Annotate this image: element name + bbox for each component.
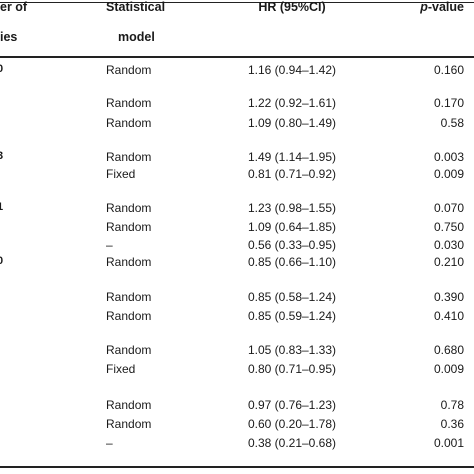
header-p-value: p-value [354, 0, 464, 14]
row-p-value: 0.58 [440, 116, 464, 130]
table-header-rule [0, 56, 474, 58]
row-model: Random [106, 309, 152, 323]
row-p-value: 0.410 [433, 309, 464, 323]
header-studies-line1: er of [0, 0, 28, 14]
header-hr: HR (95%CI) [258, 0, 326, 14]
row-hr: 0.81 (0.71–0.92) [247, 167, 337, 181]
row-hr: 0.56 (0.33–0.95) [247, 238, 337, 252]
header-p-italic: p [420, 0, 428, 14]
table-top-rule [0, 2, 474, 3]
row-hr: 1.09 (0.64–1.85) [247, 220, 337, 234]
row-p-value: 0.210 [433, 255, 464, 269]
row-p-value: 0.001 [433, 436, 464, 450]
row-hr: 1.16 (0.94–1.42) [247, 63, 337, 77]
row-hr: 0.85 (0.66–1.10) [247, 255, 337, 269]
row-model: Random [106, 201, 152, 215]
row-hr: 1.22 (0.92–1.61) [247, 96, 337, 110]
row-model: – [106, 238, 113, 252]
row-p-value: 0.070 [433, 201, 464, 215]
table-bottom-rule [0, 466, 474, 468]
row-p-value: 0.170 [433, 96, 464, 110]
row-model: Random [106, 343, 152, 357]
row-p-value: 0.390 [433, 290, 464, 304]
row-p-value: 0.003 [433, 150, 464, 164]
row-model: Random [106, 116, 152, 130]
row-hr: 0.38 (0.21–0.68) [247, 436, 337, 450]
row-model: Random [106, 220, 152, 234]
row-model: Random [106, 417, 152, 431]
row-hr: 0.85 (0.58–1.24) [247, 290, 337, 304]
row-model: Fixed [106, 167, 136, 181]
row-hr: 1.09 (0.80–1.49) [247, 116, 337, 130]
row-hr: 0.60 (0.20–1.78) [247, 417, 337, 431]
row-model: Random [106, 63, 152, 77]
row-p-value: 0.009 [433, 167, 464, 181]
row-hr: 0.97 (0.76–1.23) [247, 398, 337, 412]
row-model: Random [106, 96, 152, 110]
row-hr: 1.49 (1.14–1.95) [247, 150, 337, 164]
row-p-value: 0.030 [433, 238, 464, 252]
row-model: – [106, 436, 113, 450]
header-p-rest: -value [427, 0, 464, 14]
left-fragment-2: 3 [0, 150, 4, 162]
row-hr: 0.80 (0.71–0.95) [247, 362, 337, 376]
row-model: Random [106, 255, 152, 269]
row-p-value: 0.750 [433, 220, 464, 234]
row-hr: 0.85 (0.59–1.24) [247, 309, 337, 323]
row-model: Random [106, 290, 152, 304]
row-p-value: 0.78 [440, 398, 464, 412]
left-fragment-1: 0 [0, 63, 4, 75]
row-p-value: 0.160 [433, 63, 464, 77]
row-hr: 1.05 (0.83–1.33) [247, 343, 337, 357]
row-hr: 1.23 (0.98–1.55) [247, 201, 337, 215]
row-p-value: 0.009 [433, 362, 464, 376]
row-model: Random [106, 398, 152, 412]
row-p-value: 0.680 [433, 343, 464, 357]
left-fragment-3: 1 [0, 201, 4, 213]
header-studies-line2: ies [0, 30, 18, 44]
header-model-line2: model [118, 30, 155, 44]
row-model: Fixed [106, 362, 136, 376]
row-model: Random [106, 150, 152, 164]
row-p-value: 0.36 [440, 417, 464, 431]
left-fragment-4: 0 [0, 255, 4, 267]
header-model-line1: Statistical [106, 0, 166, 14]
